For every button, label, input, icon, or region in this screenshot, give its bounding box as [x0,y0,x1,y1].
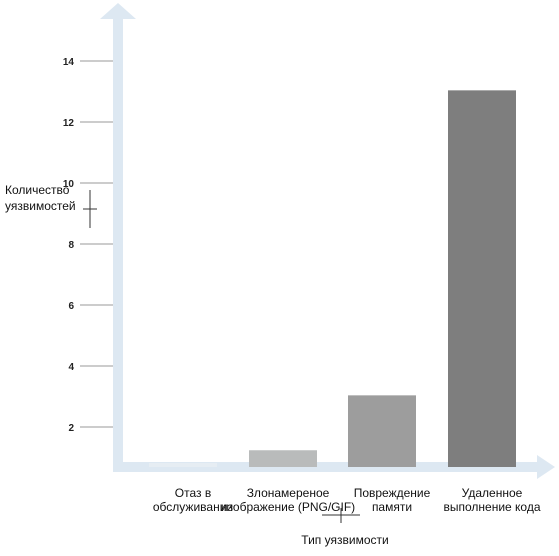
y-tick-label: 4 [68,362,74,373]
x-category-label-line: выполнение кода [443,500,540,514]
x-axis-title: Тип уязвимости [301,533,388,547]
bar [348,395,416,467]
y-tick-label: 6 [68,301,74,312]
x-axis-arrowhead [537,455,555,479]
y-axis-title: Количество уязвимостей [5,183,76,213]
y-tick-label: 12 [63,118,75,129]
bar [149,463,217,467]
x-category-label-line: памяти [372,500,412,514]
x-category-label-line: обслуживании [153,500,233,514]
bar [249,450,317,467]
x-category-label-line: Отаз в [175,486,211,500]
y-axis-ticks: 2 4 6 8 10 12 14 [63,57,113,434]
x-category-label: Удаленное выполнение кода [443,486,540,514]
y-axis-title-line-1: Количество [5,183,70,197]
x-category-label-line: Повреждение [354,486,431,500]
y-axis-title-line-2: уязвимостей [5,199,76,213]
x-category-label: Повреждение памяти [354,486,431,514]
y-axis-arrowhead [100,3,136,19]
bars [149,90,516,467]
y-tick-label: 8 [68,240,74,251]
x-category-label: Злонамереное изображение (PNG/GIF) [221,486,355,514]
x-category-label-line: Удаленное [462,486,523,500]
y-tick-label: 10 [63,179,75,190]
bar [448,90,516,467]
y-tick-label: 2 [68,423,74,434]
x-axis-line [113,462,541,472]
y-axis-line [113,12,123,472]
x-category-label: Отаз в обслуживании [153,486,233,514]
x-category-label-line: Злонамереное [247,486,330,500]
x-category-label-line: изображение (PNG/GIF) [221,500,355,514]
y-tick-label: 14 [63,57,75,68]
